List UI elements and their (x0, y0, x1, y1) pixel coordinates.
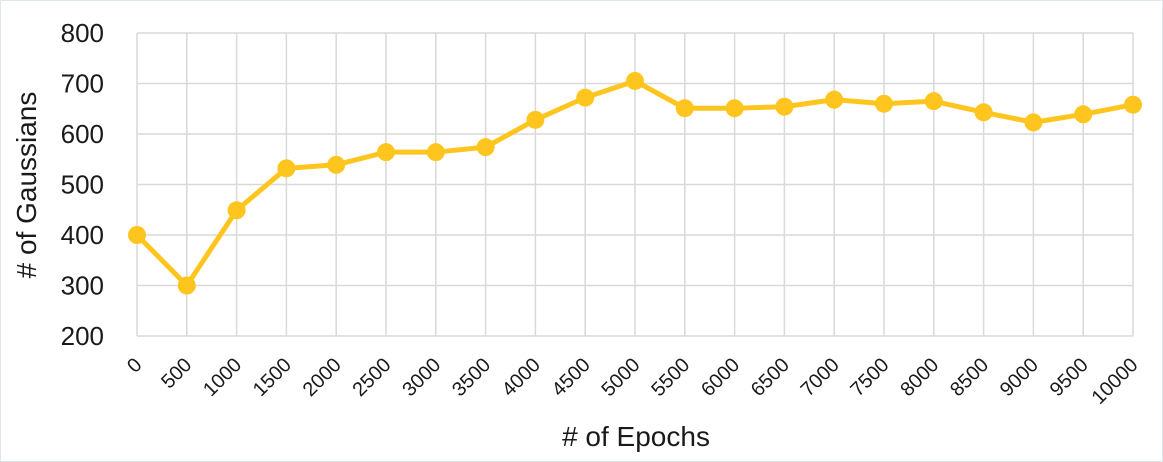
x-tick-label: 4000 (498, 354, 545, 401)
data-point (128, 226, 146, 244)
data-point (227, 201, 246, 220)
x-tick-label: 7000 (797, 354, 844, 401)
y-tick-label: 400 (61, 220, 104, 250)
x-tick-label: 0 (123, 354, 146, 377)
data-point (1074, 105, 1093, 124)
x-tick-label: 1000 (199, 354, 246, 401)
x-tick-label: 9000 (996, 354, 1043, 401)
data-point (1024, 113, 1043, 132)
x-tick-label: 1500 (249, 354, 296, 401)
data-point (1124, 95, 1142, 114)
data-point (327, 155, 346, 174)
x-tick-label: 5500 (647, 354, 694, 401)
data-point (775, 97, 794, 116)
data-point (924, 92, 943, 111)
data-point (377, 143, 395, 162)
data-point (626, 71, 644, 90)
y-tick-label: 500 (61, 170, 104, 200)
y-tick-label: 700 (61, 69, 104, 99)
data-point (825, 90, 844, 109)
gridlines (136, 32, 1134, 337)
x-tick-label: 3500 (448, 354, 495, 401)
data-point (526, 110, 545, 129)
y-tick-label: 600 (61, 119, 104, 149)
x-tick-label: 6500 (747, 354, 794, 401)
x-tick-label: 2000 (299, 354, 346, 401)
x-tick-label: 500 (157, 354, 196, 393)
y-tick-label: 200 (61, 321, 104, 351)
x-tick-label: 10000 (1088, 354, 1143, 409)
series-gaussians (128, 71, 1142, 295)
x-tick-label: 6000 (697, 354, 744, 401)
data-point (725, 99, 744, 118)
x-axis-ticks: 0 500 1000 1500 2000 2500 3000 3500 4000 4500 5000… (123, 354, 1142, 409)
data-point (875, 94, 893, 113)
data-point (576, 88, 595, 107)
x-tick-label: 9500 (1046, 354, 1093, 401)
data-point (177, 276, 196, 295)
data-point (476, 138, 495, 157)
data-point (277, 159, 296, 178)
y-axis-title: # of Gaussians (11, 92, 42, 279)
x-tick-label: 3000 (398, 354, 445, 401)
y-tick-label: 300 (61, 271, 104, 301)
x-tick-label: 8000 (896, 354, 943, 401)
x-tick-label: 5000 (598, 354, 645, 401)
x-tick-label: 4500 (548, 354, 595, 401)
y-tick-label: 800 (61, 18, 104, 48)
data-point (675, 99, 694, 118)
x-tick-label: 2500 (349, 354, 396, 401)
data-point (974, 103, 993, 122)
x-tick-label: 8500 (946, 354, 993, 401)
y-axis-ticks: 200 300 400 500 600 700 800 (61, 18, 104, 351)
x-axis-title: # of Epochs (562, 421, 710, 452)
x-tick-label: 7500 (847, 354, 894, 401)
data-point (426, 143, 445, 162)
